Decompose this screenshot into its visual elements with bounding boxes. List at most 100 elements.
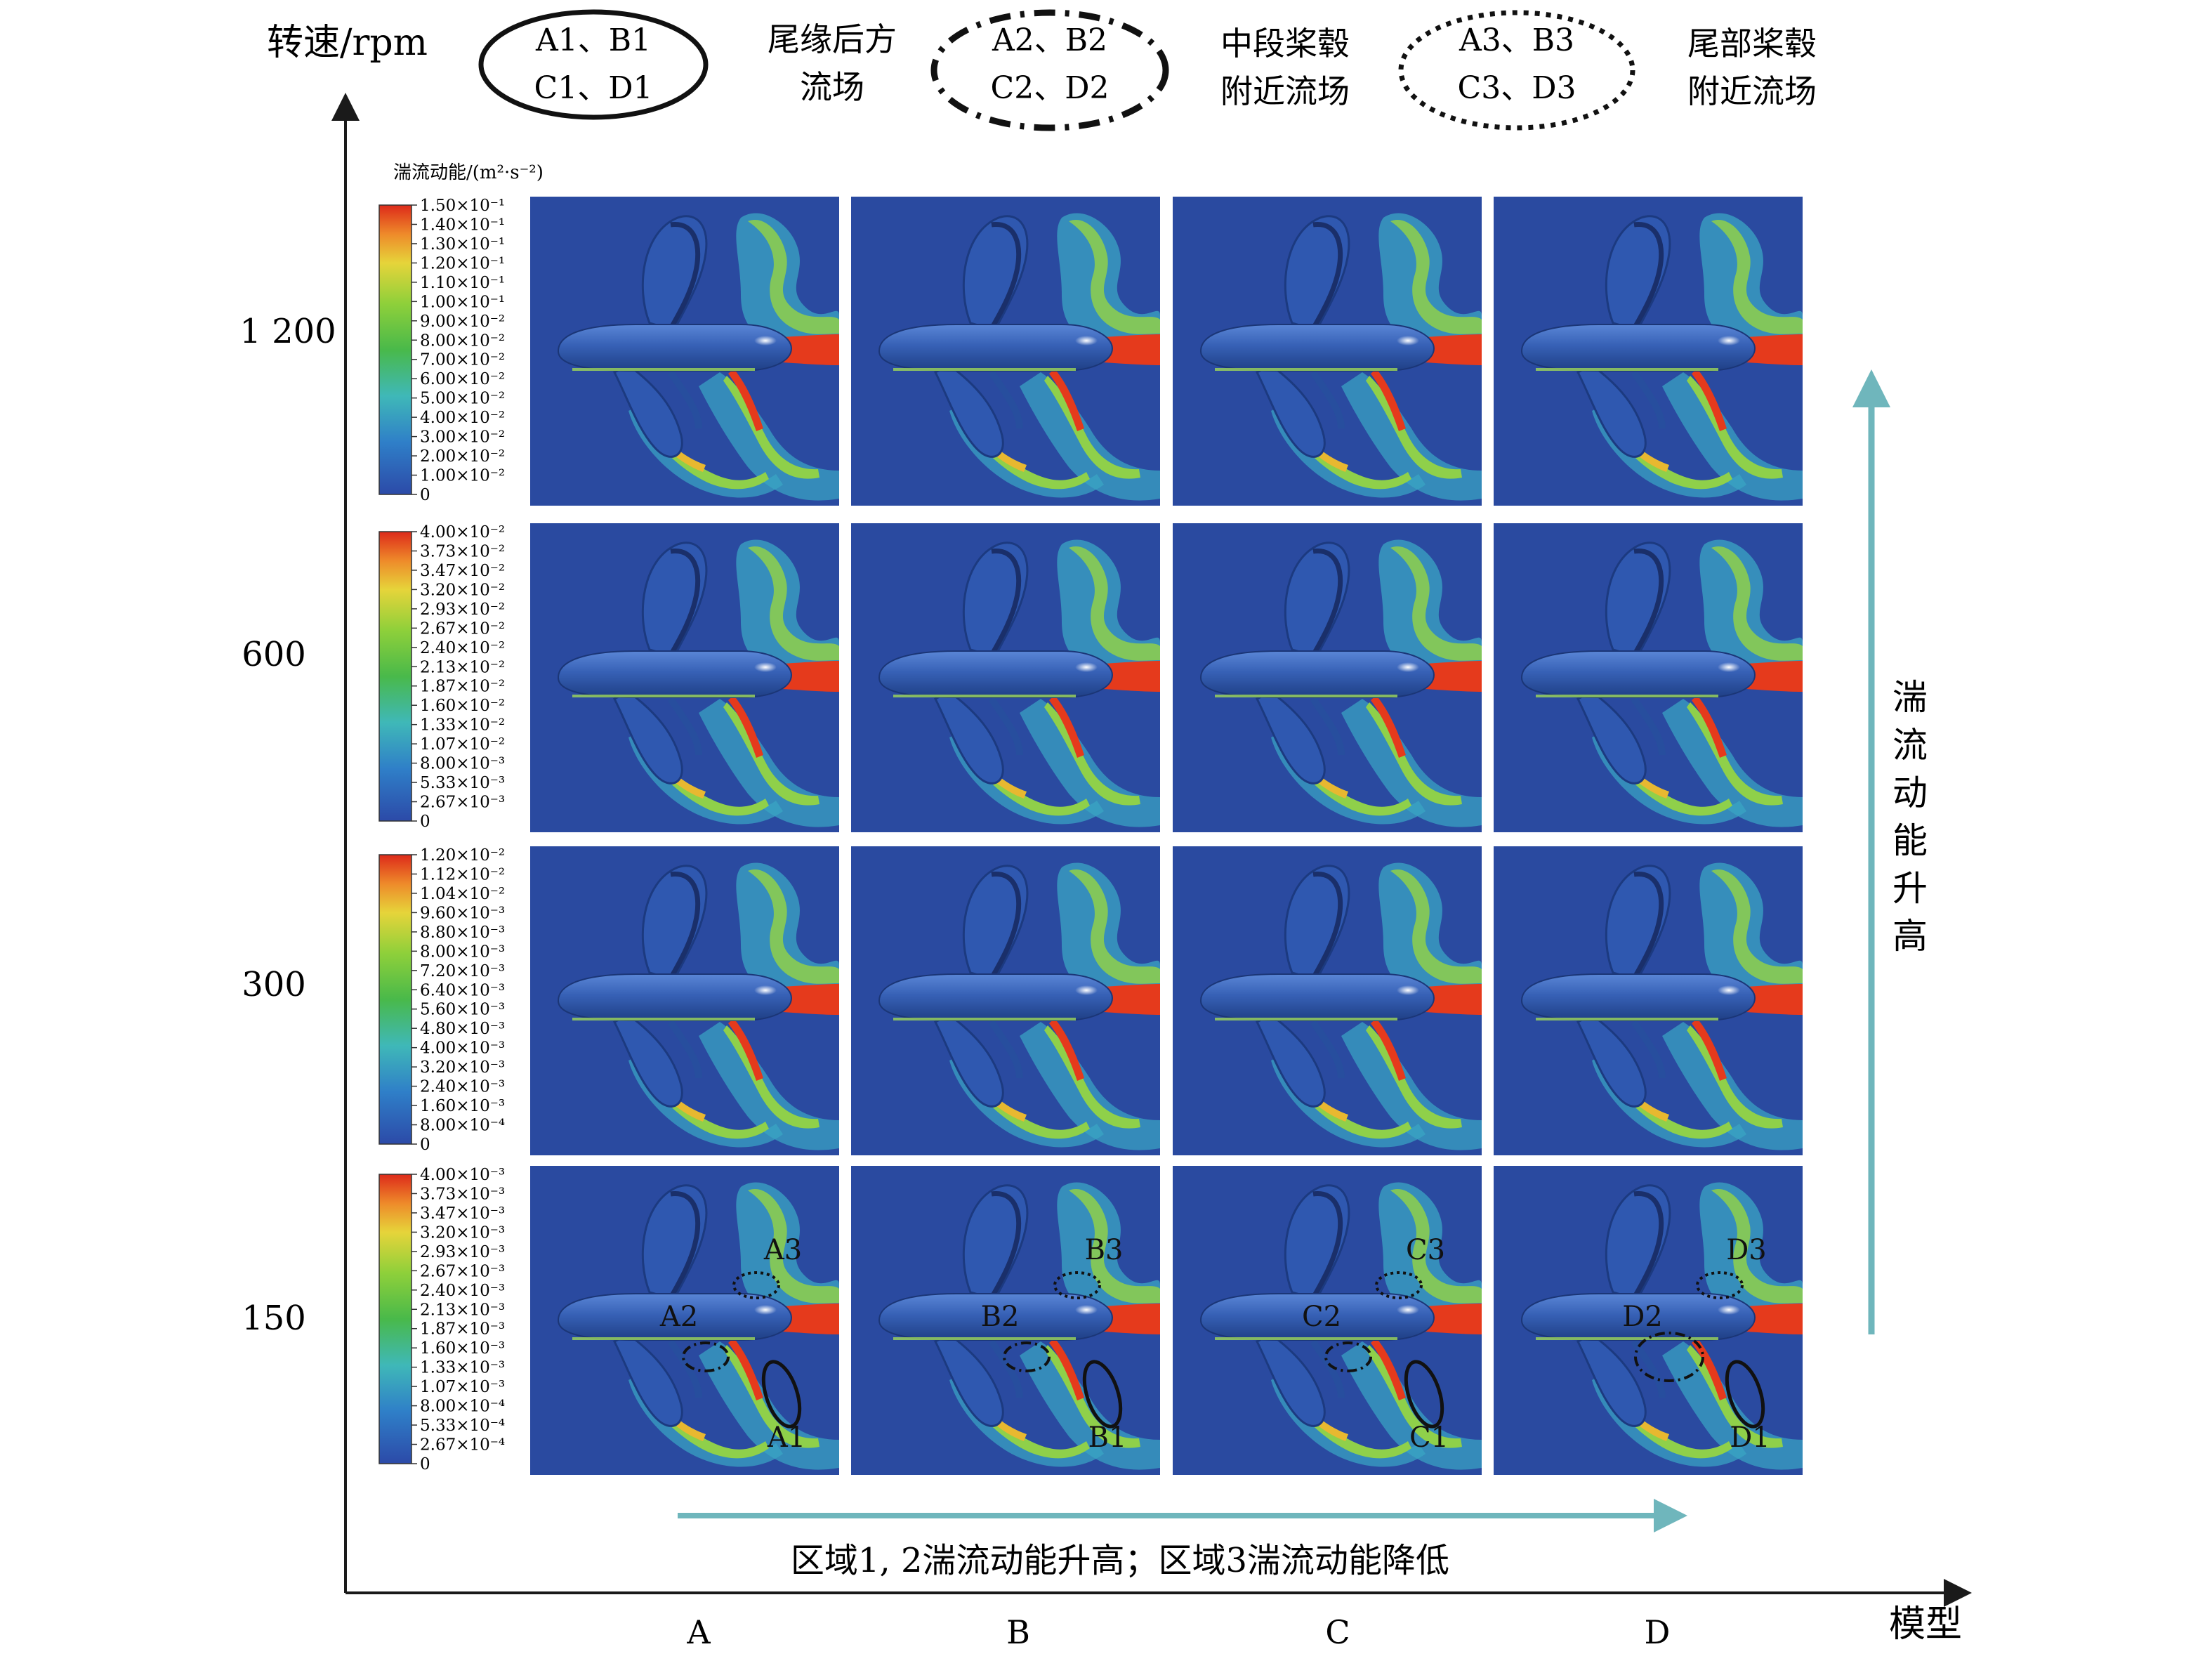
colorbar-0: 1.50×10⁻¹1.40×10⁻¹1.30×10⁻¹1.20×10⁻¹1.10… (378, 197, 505, 504)
flow-field-image (1173, 846, 1482, 1155)
colorbar-tick-label: 1.00×10⁻¹ (420, 293, 505, 311)
colorbar-tick-label: 7.00×10⁻² (420, 351, 505, 369)
colorbar-tick-label: 8.00×10⁻⁴ (420, 1398, 505, 1416)
colorbar-1: 4.00×10⁻²3.73×10⁻² 3.47×10⁻²3.20×10⁻²2.93… (378, 523, 505, 831)
legend-dotted-line2: C3、D3 (1458, 70, 1576, 106)
vertical-arrow-label-char: 流 (1892, 725, 1928, 766)
region-1-label: A1 (767, 1422, 805, 1454)
colorbar-tick-label: 1.04×10⁻² (420, 885, 505, 903)
y-axis-label: 转速/rpm (267, 22, 428, 64)
region-3-label: A3 (763, 1234, 802, 1266)
colorbar-tick-label: 1.87×10⁻² (420, 678, 505, 696)
colorbar-tick-label: 3.47×10⁻³ (420, 1204, 505, 1223)
colorbar-tick-label: 1.33×10⁻² (420, 716, 505, 735)
colorbar-tick-label: 5.00×10⁻² (420, 390, 505, 408)
colorbar-tick-label: 4.00×10⁻² (420, 523, 505, 541)
legend-solid-desc1: 尾缘后方 (768, 20, 897, 58)
legend-solid-ellipse (478, 9, 709, 120)
colorbar-tick-label: 8.00×10⁻⁴ (420, 1117, 505, 1135)
colorbar-tick-label: 1.87×10⁻³ (420, 1320, 505, 1339)
colorbar-tick-label: 5.60×10⁻³ (420, 1001, 505, 1019)
flow-panel-r0-c1 (851, 197, 1160, 506)
x-axis-label: 模型 (1889, 1603, 1962, 1646)
y-tick-150: 150 (242, 1299, 306, 1338)
legend-dashdot-desc2: 附近流场 (1220, 72, 1350, 110)
y-tick-300: 300 (242, 965, 306, 1004)
x-tick-D: D (1645, 1613, 1671, 1651)
flow-field-image (1173, 197, 1482, 506)
colorbar-tick-label: 1.20×10⁻² (420, 846, 505, 865)
legend-dashdot-line1: A2、B2 (992, 22, 1107, 58)
colorbar-tick-label: 1.50×10⁻¹ (420, 197, 505, 215)
colorbar-tick-label: 8.80×10⁻³ (420, 924, 505, 942)
colorbar-tick-label: 6.40×10⁻³ (420, 981, 505, 999)
region-2-label: D2 (1622, 1301, 1663, 1333)
horizontal-arrow-label: 区域1, 2湍流动能升高；区域3湍流动能降低 (791, 1541, 1449, 1580)
colorbar-tick-label: 1.60×10⁻³ (420, 1097, 505, 1115)
flow-panel-r0-c0 (530, 197, 839, 506)
colorbar-tick-label: 0 (420, 813, 430, 831)
colorbar-tick-label: 7.20×10⁻³ (420, 962, 505, 980)
colorbar-3: 4.00×10⁻³3.73×10⁻³3.47×10⁻³3.20×10⁻³2.93… (378, 1166, 505, 1473)
legend-dotted-line1: A3、B3 (1459, 22, 1574, 58)
flow-field-image (530, 197, 839, 506)
region-2-label: B2 (981, 1301, 1020, 1333)
legend-dashdot-desc1: 中段桨毂 (1220, 25, 1350, 63)
region-1-marker (1082, 1360, 1123, 1429)
colorbars: 1.50×10⁻¹1.40×10⁻¹1.30×10⁻¹1.20×10⁻¹1.10… (378, 197, 505, 1473)
colorbar-gradient (378, 531, 412, 822)
colorbar-tick-label: 4.80×10⁻³ (420, 1020, 505, 1038)
region-1-label: D1 (1730, 1422, 1770, 1454)
legend-dashdot-line2: C2、D2 (991, 70, 1110, 106)
colorbar-tick-label: 3.00×10⁻² (420, 428, 505, 447)
flow-panel-r2-c3 (1494, 846, 1803, 1155)
vertical-arrow-label-char: 动 (1892, 773, 1928, 813)
region-2-marker (682, 1341, 730, 1372)
region-3-marker (732, 1271, 780, 1299)
region-3-label: D3 (1726, 1234, 1767, 1266)
colorbar-tick-label: 9.60×10⁻³ (420, 904, 505, 922)
colorbar-tick-label: 1.33×10⁻³ (420, 1359, 505, 1377)
flow-panel-r2-c0 (530, 846, 839, 1155)
region-markers-1: B1 B2 B3 (981, 1234, 1127, 1454)
colorbar-tick-label: 9.00×10⁻² (420, 313, 505, 331)
vertical-arrow-label-char: 高 (1892, 916, 1928, 957)
colorbar-tick-label: 1.10×10⁻¹ (420, 274, 505, 292)
flow-panel-r1-c0 (530, 523, 839, 832)
colorbar-tick-label: 2.40×10⁻² (420, 639, 505, 657)
colorbar-tick-label: 2.67×10⁻⁴ (420, 1436, 505, 1455)
colorbar-tick-label: 4.00×10⁻³ (420, 1166, 505, 1184)
flow-panel-r0-c2 (1173, 197, 1482, 506)
region-1-label: C1 (1409, 1422, 1449, 1454)
region-1-marker (1725, 1360, 1765, 1429)
colorbar-tick-label: 8.00×10⁻³ (420, 755, 505, 773)
flow-panel-r1-c2 (1173, 523, 1482, 832)
region-2-marker (1003, 1341, 1051, 1372)
vertical-arrow-label: 湍流动能升高 (1892, 677, 1928, 957)
vertical-arrow-label-char: 升 (1892, 868, 1928, 909)
colorbar-tick-label: 2.13×10⁻³ (420, 1301, 505, 1319)
flow-panel-r0-c3 (1494, 197, 1803, 506)
colorbar-tick-label: 1.00×10⁻² (420, 467, 505, 485)
region-1-marker (761, 1360, 802, 1429)
flow-panel-r1-c1 (851, 523, 1160, 832)
flow-field-image (1494, 846, 1803, 1155)
legend-solid-line2: C1、D1 (534, 70, 653, 106)
region-3-marker (1375, 1271, 1423, 1299)
colorbar-tick-label: 3.47×10⁻² (420, 562, 505, 580)
colorbar-tick-label: 3.73×10⁻³ (420, 1185, 505, 1203)
legend-solid-line1: A1、B1 (535, 22, 651, 58)
flow-field-image (1173, 523, 1482, 832)
colorbar-tick-label: 3.73×10⁻² (420, 542, 505, 560)
colorbar-tick-label: 1.20×10⁻¹ (420, 254, 505, 273)
region-3-label: C3 (1406, 1234, 1445, 1266)
colorbar-tick-label: 5.33×10⁻⁴ (420, 1417, 505, 1435)
region-3-marker (1696, 1271, 1744, 1299)
colorbar-tick-label: 3.20×10⁻² (420, 581, 505, 599)
colorbar-tick-label: 1.12×10⁻² (420, 865, 505, 884)
colorbar-tick-label: 2.00×10⁻² (420, 447, 505, 466)
legend-dotted-desc1: 尾部桨毂 (1687, 25, 1817, 63)
colorbar-tick-label: 1.60×10⁻² (420, 697, 505, 715)
colorbar-tick-label: 0 (420, 1136, 430, 1154)
